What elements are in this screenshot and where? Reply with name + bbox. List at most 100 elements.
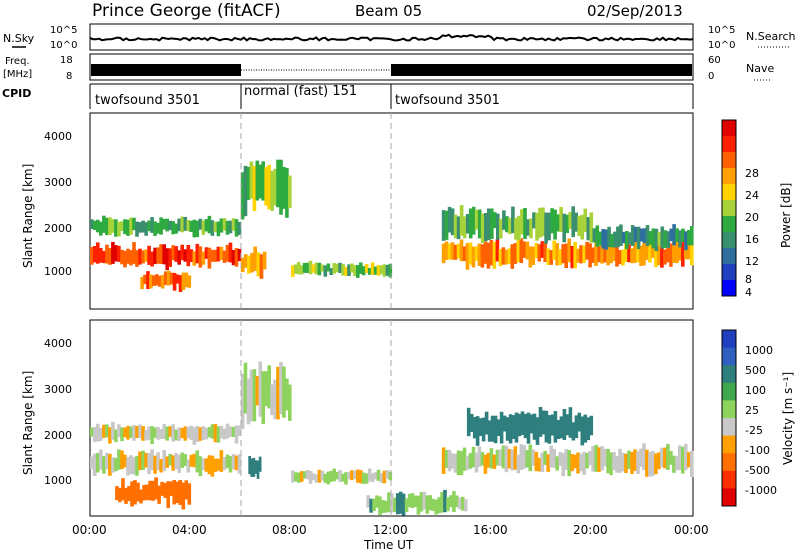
velocity-cell <box>471 446 476 468</box>
power-ytick-4000: 4000 <box>44 130 72 143</box>
power-cell <box>513 243 518 264</box>
power-cell <box>537 244 542 262</box>
velocity-cell <box>120 427 124 442</box>
velocity-cell <box>462 447 467 471</box>
velocity-cell <box>219 425 224 439</box>
power-cell <box>532 212 536 229</box>
power-cell <box>613 231 617 248</box>
power-cell <box>155 274 159 286</box>
velocity-cell <box>675 455 679 471</box>
power-cell <box>559 206 563 232</box>
velocity-cell <box>498 449 503 466</box>
velocity-cell <box>492 454 497 469</box>
velocity-cell <box>144 452 148 468</box>
velocity-cell <box>195 450 200 473</box>
power-cell <box>344 266 348 276</box>
velocity-cell <box>153 455 157 474</box>
power-cell <box>558 249 562 265</box>
freq-label-1: Freq. <box>5 56 30 67</box>
velocity-cell <box>332 468 336 482</box>
velocity-cell <box>90 456 94 469</box>
velocity-cell <box>395 493 400 515</box>
velocity-cell <box>216 458 221 471</box>
xtick-00-start: 00:00 <box>72 523 107 537</box>
velocity-cell <box>156 452 160 471</box>
velocity-cell <box>561 453 565 477</box>
velocity-cell <box>393 497 397 512</box>
velocity-cell <box>550 414 555 436</box>
velocity-cell <box>437 497 441 514</box>
power-cell <box>489 240 494 266</box>
velocity-cell <box>237 425 242 436</box>
power-cell <box>120 249 124 265</box>
power-cell <box>678 244 682 261</box>
velocity-cell <box>198 456 203 477</box>
power-cell <box>624 237 628 262</box>
velocity-cbar-label: Velocity [m s⁻¹] <box>781 372 795 465</box>
power-cell <box>645 243 649 260</box>
power-cbar-tick-28: 28 <box>745 167 759 180</box>
velocity-cell <box>490 415 495 442</box>
power-cell <box>261 161 265 201</box>
velocity-cell <box>250 458 254 477</box>
power-cell <box>517 215 521 241</box>
power-cell <box>174 246 178 262</box>
velocity-cell <box>132 457 136 475</box>
colorbar-swatch <box>722 136 736 153</box>
power-cell <box>529 218 533 239</box>
power-cell <box>168 220 172 231</box>
velocity-cell <box>381 500 385 513</box>
power-cell <box>150 217 154 233</box>
power-cell <box>615 240 619 267</box>
power-cell <box>600 240 604 264</box>
power-cell <box>117 221 121 237</box>
xtick-08: 08:00 <box>272 523 307 537</box>
power-cell <box>531 246 536 265</box>
power-cell <box>282 166 286 209</box>
velocity-cell <box>379 473 384 483</box>
velocity-cell <box>249 369 254 422</box>
velocity-cell <box>520 411 525 435</box>
velocity-cell <box>294 472 298 482</box>
power-cell <box>549 250 553 265</box>
velocity-cell <box>166 481 170 508</box>
velocity-cell <box>373 472 378 480</box>
velocity-cell <box>171 455 175 471</box>
power-cell <box>583 208 588 233</box>
power-cell <box>237 248 242 262</box>
velocity-panel: 4000 3000 2000 1000 Slant Range [km] 100… <box>21 319 795 517</box>
velocity-cell <box>495 449 500 466</box>
power-cell <box>186 245 191 267</box>
velocity-cell <box>299 471 304 482</box>
power-cell <box>174 223 178 234</box>
colorbar-swatch <box>722 264 736 281</box>
power-cell <box>579 245 583 264</box>
colorbar-swatch <box>722 470 736 489</box>
power-cell <box>216 246 221 262</box>
velocity-cell <box>505 417 510 441</box>
velocity-cell <box>147 453 151 475</box>
velocity-cell <box>117 449 121 470</box>
velocity-cell <box>216 426 221 443</box>
velocity-cell <box>535 417 540 445</box>
power-cell <box>553 209 557 240</box>
power-cell <box>562 213 566 243</box>
power-cell <box>492 241 497 269</box>
power-cell <box>288 175 292 209</box>
power-cell <box>147 220 151 232</box>
power-cell <box>152 275 156 286</box>
power-cell <box>350 263 354 273</box>
power-cell <box>149 274 153 289</box>
velocity-cell <box>582 451 586 475</box>
velocity-cell <box>296 472 301 483</box>
power-cell <box>477 209 482 239</box>
power-cell <box>93 246 97 263</box>
power-cell <box>180 244 184 261</box>
power-cell <box>264 167 268 206</box>
power-cell <box>162 244 166 265</box>
power-cell <box>687 243 691 260</box>
velocity-cell <box>252 457 256 477</box>
power-ytick-3000: 3000 <box>44 176 72 189</box>
velocity-ytick-3000: 3000 <box>44 383 72 396</box>
power-cell <box>216 221 221 237</box>
